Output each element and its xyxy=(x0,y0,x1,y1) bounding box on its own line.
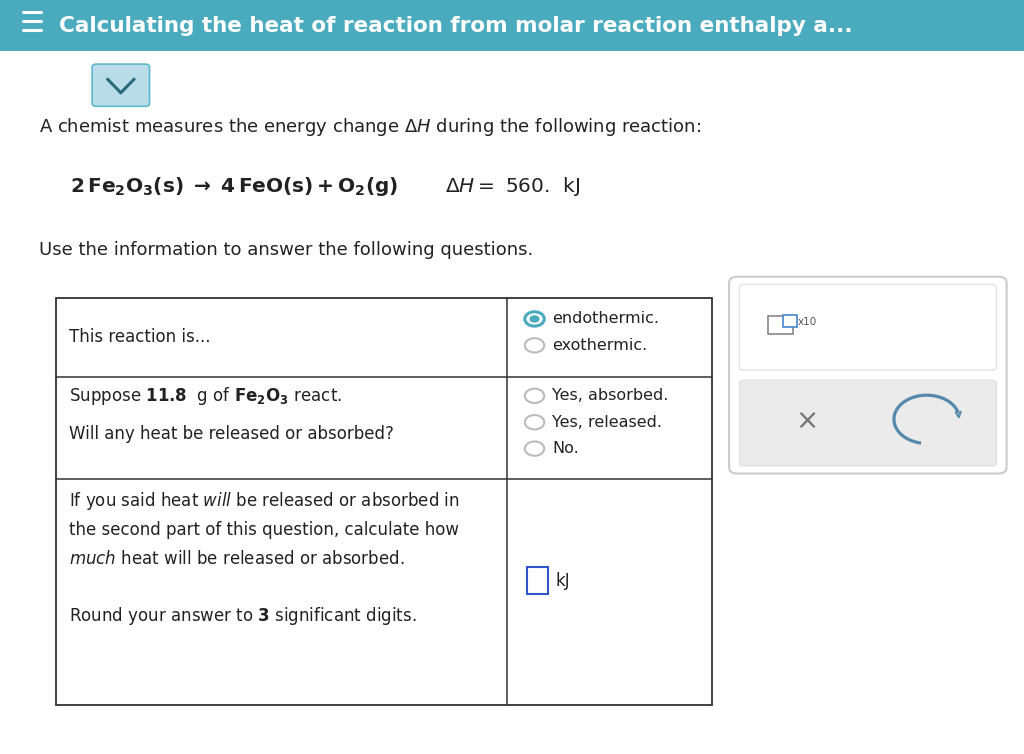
Text: Round your answer to $\mathbf{3}$ significant digits.: Round your answer to $\mathbf{3}$ signif… xyxy=(69,605,416,627)
FancyBboxPatch shape xyxy=(92,64,150,106)
Text: ×: × xyxy=(796,407,818,435)
Text: $\mathit{much}$ heat will be released or absorbed.: $\mathit{much}$ heat will be released or… xyxy=(69,550,404,568)
Text: If you said heat $\mathit{will}$ be released or absorbed in: If you said heat $\mathit{will}$ be rele… xyxy=(69,490,459,513)
FancyBboxPatch shape xyxy=(739,380,996,466)
Text: No.: No. xyxy=(552,441,579,456)
FancyBboxPatch shape xyxy=(729,277,1007,474)
Text: exothermic.: exothermic. xyxy=(552,338,647,353)
Text: endothermic.: endothermic. xyxy=(552,311,658,326)
FancyBboxPatch shape xyxy=(739,284,996,370)
Text: This reaction is...: This reaction is... xyxy=(69,329,210,346)
FancyBboxPatch shape xyxy=(768,316,793,334)
Text: kJ: kJ xyxy=(555,572,569,590)
Text: the second part of this question, calculate how: the second part of this question, calcul… xyxy=(69,521,459,539)
Text: Will any heat be released or absorbed?: Will any heat be released or absorbed? xyxy=(69,425,393,443)
Text: Suppose $\mathbf{11.8}$  g of $\mathbf{Fe_2O_3}$ react.: Suppose $\mathbf{11.8}$ g of $\mathbf{Fe… xyxy=(69,385,342,407)
Text: x10: x10 xyxy=(798,317,817,327)
Text: Yes, released.: Yes, released. xyxy=(552,415,662,430)
Circle shape xyxy=(529,315,540,323)
Text: Calculating the heat of reaction from molar reaction enthalpy a...: Calculating the heat of reaction from mo… xyxy=(59,16,853,35)
Text: Yes, absorbed.: Yes, absorbed. xyxy=(552,388,669,403)
Text: A chemist measures the energy change $\Delta\mathit{H}$ during the following rea: A chemist measures the energy change $\D… xyxy=(39,115,701,138)
FancyBboxPatch shape xyxy=(527,568,548,594)
Text: $\Delta\mathit{H}$$=$ 560.  kJ: $\Delta\mathit{H}$$=$ 560. kJ xyxy=(445,176,581,198)
FancyBboxPatch shape xyxy=(0,0,1024,51)
Text: $\mathbf{2\,Fe_2O_3}$$\mathbf{(s)}$ $\mathbf{\rightarrow}$ $\mathbf{4\,FeO(s)+O_: $\mathbf{2\,Fe_2O_3}$$\mathbf{(s)}$ $\ma… xyxy=(70,176,398,198)
FancyBboxPatch shape xyxy=(783,315,797,327)
Text: Use the information to answer the following questions.: Use the information to answer the follow… xyxy=(39,241,534,259)
